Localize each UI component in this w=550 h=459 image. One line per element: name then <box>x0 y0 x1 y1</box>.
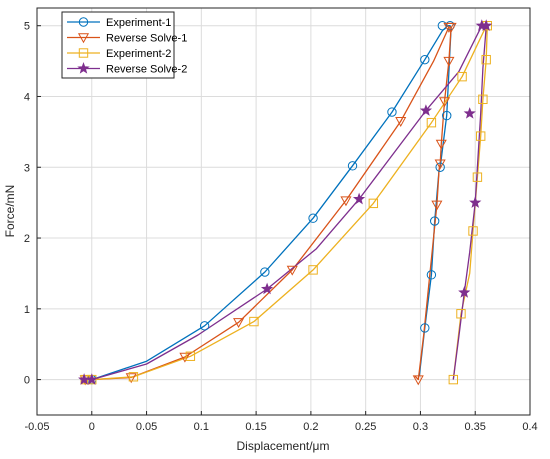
series-3-marker <box>128 372 139 382</box>
series-3-marker <box>448 374 459 385</box>
series-4-marker <box>260 282 274 295</box>
series-2-marker <box>233 318 245 328</box>
series-2-marker <box>438 97 451 108</box>
plot-frame <box>36 7 531 416</box>
series-line-1 <box>86 25 452 381</box>
x-tick-label: 0.35 <box>465 421 486 433</box>
series-3-marker <box>457 71 467 82</box>
series-1-marker <box>426 270 437 280</box>
series-2-marker <box>435 139 447 150</box>
y-axis-label: Force/mN <box>3 185 17 238</box>
y-tick-label: 5 <box>24 21 30 33</box>
x-tick-label: 0.2 <box>303 421 318 433</box>
x-tick-label: 0.3 <box>413 421 428 433</box>
series-1-marker <box>420 323 430 333</box>
series-4-marker <box>352 192 366 205</box>
y-tick-label: 1 <box>24 304 30 316</box>
legend-label-4: Reverse Solve-2 <box>106 64 187 76</box>
series-4-marker <box>463 107 476 119</box>
series-1-marker <box>435 162 445 172</box>
series-1-marker <box>429 216 440 226</box>
series-1-marker <box>308 213 318 223</box>
series-4-marker <box>480 19 493 31</box>
series-2-marker <box>395 117 407 127</box>
series-1-marker <box>387 107 397 117</box>
series-3-marker <box>249 316 259 327</box>
series-2-marker <box>412 375 424 386</box>
x-tick-label: 0.4 <box>522 421 537 433</box>
series-3-marker <box>456 309 466 319</box>
series-3-marker <box>481 54 491 65</box>
series-2-marker <box>434 159 446 170</box>
x-tick-label: -0.05 <box>24 421 49 433</box>
series-3-marker <box>185 351 196 361</box>
series-3-marker <box>426 117 437 128</box>
series-line-3 <box>85 25 488 381</box>
series-3-marker <box>472 172 483 182</box>
series-2-marker <box>286 265 298 276</box>
x-tick-label: 0 <box>89 421 95 433</box>
y-tick-label: 0 <box>24 375 30 387</box>
x-tick-label: 0.25 <box>355 421 376 433</box>
series-4-marker <box>469 196 482 208</box>
series-1-marker <box>260 267 270 277</box>
y-tick-label: 4 <box>24 91 30 103</box>
y-tick-label: 3 <box>24 162 30 174</box>
x-tick-label: 0.05 <box>136 421 157 433</box>
series-3-marker <box>308 265 318 275</box>
series-1-marker <box>437 20 448 31</box>
y-axis-ticks: 0 1 2 3 4 5 <box>24 21 41 387</box>
legend-label-2: Reverse Solve-1 <box>106 33 187 45</box>
x-tick-label: 0.15 <box>245 421 266 433</box>
series-2-marker <box>340 196 352 207</box>
x-tick-label: 0.1 <box>194 421 209 433</box>
legend: Experiment-1 Reverse Solve-1 Experiment-2 R… <box>61 11 187 79</box>
series-3-marker <box>368 198 379 209</box>
marker-layer <box>78 19 493 386</box>
series-1-marker <box>420 54 430 65</box>
series-1-marker <box>442 110 452 121</box>
series-line-2 <box>85 26 452 381</box>
x-axis-label: Displacement/μm <box>237 439 330 453</box>
series-1-marker <box>199 321 210 331</box>
legend-marker-2 <box>77 33 90 44</box>
series-2-marker <box>431 200 443 211</box>
legend-marker-3 <box>78 48 89 58</box>
series-1-marker <box>347 161 358 171</box>
series-3-marker <box>478 94 488 105</box>
legend-marker-1 <box>78 17 89 27</box>
legend-label-1: Experiment-1 <box>106 17 171 29</box>
y-tick-label: 2 <box>24 233 30 245</box>
series-4-marker <box>458 286 471 298</box>
series-4-marker <box>419 104 433 116</box>
series-2-marker <box>445 22 457 33</box>
legend-box <box>61 11 175 79</box>
series-3-marker <box>468 226 478 236</box>
legend-marker-4 <box>77 62 90 74</box>
series-2-marker <box>179 352 191 363</box>
series-2-marker <box>443 56 455 67</box>
series-3-marker <box>476 131 486 141</box>
series-4-marker <box>85 373 98 385</box>
legend-label-3: Experiment-2 <box>106 48 171 60</box>
x-axis-ticks: -0.05 0 0.05 0.1 0.15 0.2 0.25 0.3 0.35 0.4 <box>24 411 538 433</box>
